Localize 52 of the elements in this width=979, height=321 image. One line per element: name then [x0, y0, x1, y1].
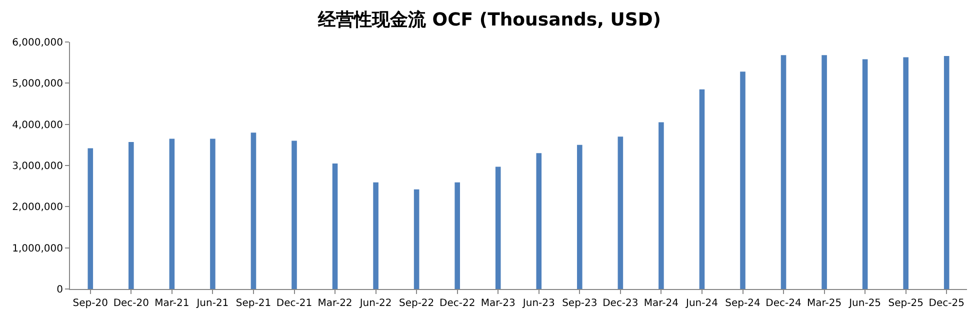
x-tick-label: Jun-24 [684, 298, 718, 309]
y-tick-label: 6,000,000 [12, 38, 63, 48]
bar [128, 142, 134, 289]
x-tick-label: Sep-22 [398, 298, 434, 309]
x-tick-label: Jun-23 [522, 298, 555, 309]
chart-title: 经营性现金流 OCF (Thousands, USD) [317, 9, 661, 30]
y-tick-label: 5,000,000 [12, 78, 63, 90]
y-tick-label: 3,000,000 [12, 161, 63, 172]
x-tick-label: Jun-22 [358, 298, 392, 309]
x-tick-label: Mar-25 [807, 298, 842, 309]
bar [536, 153, 542, 289]
bar [210, 138, 216, 289]
x-tick-label: Jun-25 [848, 298, 882, 309]
bar [577, 144, 582, 289]
x-tick-label: Sep-23 [562, 298, 598, 309]
x-tick-label: Sep-24 [725, 298, 760, 309]
bar [822, 55, 827, 289]
bar [454, 182, 460, 289]
bar [250, 132, 256, 289]
bar [169, 138, 175, 289]
bar [903, 57, 908, 289]
x-tick-label: Dec-21 [276, 298, 312, 309]
bar [495, 166, 501, 289]
bar [740, 72, 746, 289]
x-tick-label: Dec-25 [928, 298, 964, 309]
bar [292, 140, 297, 289]
bar [699, 89, 705, 289]
x-tick-label: Dec-23 [602, 298, 638, 309]
bar [944, 56, 950, 289]
bar [618, 136, 624, 289]
x-tick-label: Jun-21 [196, 298, 229, 309]
x-tick-label: Mar-23 [480, 298, 516, 309]
x-tick-label: Sep-20 [72, 298, 108, 309]
bar [780, 55, 786, 289]
bar [658, 122, 664, 289]
y-tick-label: 0 [56, 284, 63, 296]
x-tick-label: Sep-21 [236, 298, 272, 309]
bar [332, 163, 338, 289]
x-tick-label: Mar-22 [318, 298, 352, 309]
x-tick-label: Dec-24 [766, 298, 802, 309]
x-tick-label: Dec-22 [439, 298, 476, 309]
x-tick-label: Dec-20 [113, 298, 150, 309]
y-tick-label: 4,000,000 [12, 120, 63, 131]
y-tick-label: 2,000,000 [12, 202, 63, 214]
x-tick-label: Sep-25 [888, 298, 924, 309]
bar [862, 59, 868, 289]
bar [88, 148, 94, 289]
bar [373, 182, 378, 289]
y-tick-label: 1,000,000 [12, 243, 63, 254]
bar [414, 189, 420, 289]
x-tick-label: Mar-24 [644, 298, 678, 309]
x-tick-label: Mar-21 [154, 298, 190, 309]
